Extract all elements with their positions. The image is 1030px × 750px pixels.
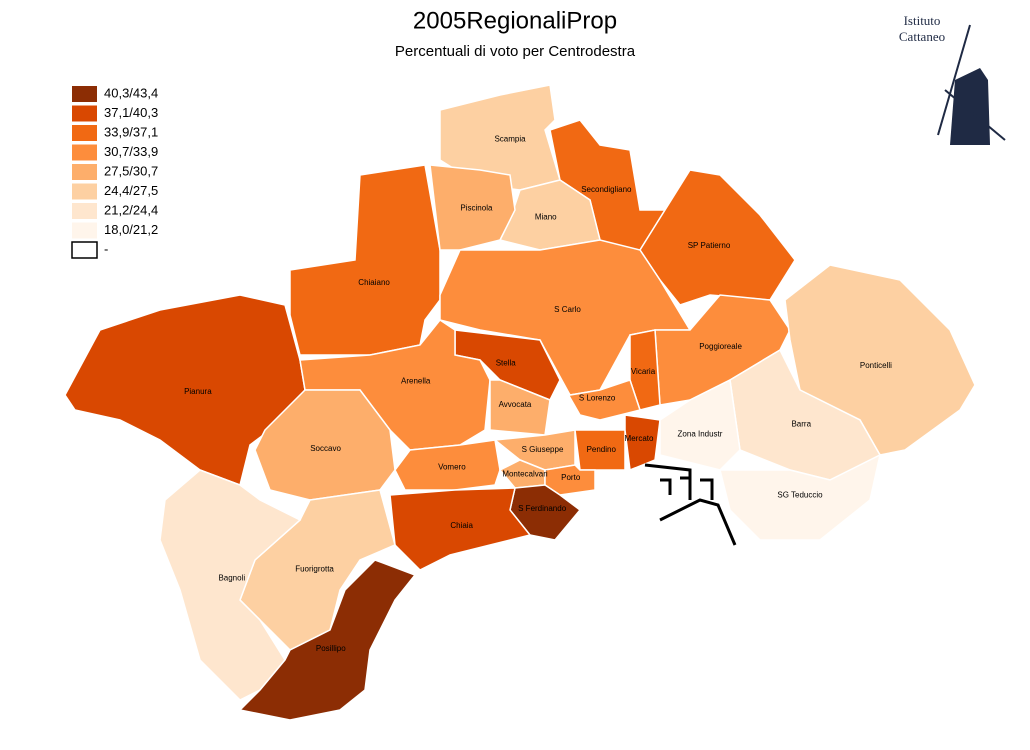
region-label: S Giuseppe bbox=[522, 445, 564, 454]
region-label: Secondigliano bbox=[581, 185, 632, 194]
region-label: Miano bbox=[535, 212, 557, 221]
region-label: Barra bbox=[791, 419, 811, 428]
legend-swatch bbox=[72, 125, 97, 141]
region-label: Zona Industr bbox=[678, 429, 723, 438]
region bbox=[719, 453, 882, 541]
region bbox=[659, 378, 741, 471]
region-label: Poggioreale bbox=[699, 342, 742, 351]
logo-mill bbox=[950, 68, 990, 145]
region-label: Piscinola bbox=[460, 204, 493, 213]
logo-text: Istituto bbox=[904, 13, 941, 28]
logo-blade bbox=[944, 89, 1006, 141]
region-label: Fuorigrotta bbox=[295, 565, 334, 574]
region-label: S Carlo bbox=[554, 305, 581, 314]
region bbox=[389, 487, 532, 571]
legend-label: 18,0/21,2 bbox=[104, 222, 158, 237]
region bbox=[574, 429, 626, 471]
region-label: Pianura bbox=[184, 387, 212, 396]
regions: Pianura Chiaiano Scampia Secondigliano Miano… bbox=[64, 84, 976, 721]
region-label: S Lorenzo bbox=[579, 394, 616, 403]
region bbox=[429, 164, 516, 251]
region-label: Vicaria bbox=[631, 367, 656, 376]
region-label: Arenella bbox=[401, 377, 431, 386]
region bbox=[489, 379, 551, 436]
region-label: SG Teduccio bbox=[777, 491, 823, 500]
legend-label: 37,1/40,3 bbox=[104, 105, 158, 120]
region-label: S Ferdinando bbox=[518, 504, 567, 513]
logo-text: Cattaneo bbox=[899, 29, 945, 44]
logo: Istituto Cattaneo bbox=[899, 13, 1006, 145]
legend-label: 33,9/37,1 bbox=[104, 124, 158, 139]
legend-swatch bbox=[71, 241, 98, 259]
legend: 40,3/43,4 37,1/40,3 33,9/37,1 30,7/33,9 27,5… bbox=[71, 85, 158, 259]
legend-swatch bbox=[72, 105, 97, 122]
legend-label: 27,5/30,7 bbox=[104, 163, 158, 178]
region bbox=[624, 414, 661, 472]
logo-blade bbox=[937, 24, 971, 136]
region-label: Scampia bbox=[494, 135, 526, 144]
legend-label: 30,7/33,9 bbox=[104, 144, 158, 159]
region-label: Ponticelli bbox=[860, 361, 892, 370]
region-label: Vomero bbox=[438, 463, 466, 472]
subtitle: Percentuali di voto per Centrodestra bbox=[395, 43, 636, 60]
region-label: Posillipo bbox=[316, 644, 346, 653]
legend-label: 40,3/43,4 bbox=[104, 85, 158, 100]
legend-swatch bbox=[72, 164, 97, 180]
region bbox=[238, 559, 417, 721]
region-label: Mercato bbox=[625, 434, 654, 443]
region-label: Stella bbox=[496, 359, 517, 368]
region bbox=[159, 469, 302, 701]
region bbox=[254, 389, 396, 501]
region-label: Bagnoli bbox=[218, 573, 245, 582]
region-label: Pendino bbox=[587, 445, 617, 454]
region-label: Avvocata bbox=[499, 400, 532, 409]
legend-swatch bbox=[72, 183, 97, 200]
title: 2005RegionaliProp bbox=[413, 7, 617, 34]
legend-swatch bbox=[72, 144, 97, 161]
legend-label: 24,4/27,5 bbox=[104, 183, 158, 198]
region bbox=[629, 329, 661, 411]
legend-swatch bbox=[72, 203, 97, 219]
region-label: Soccavo bbox=[310, 444, 341, 453]
region bbox=[394, 439, 501, 491]
region bbox=[289, 164, 441, 356]
region-label: Montecalvari bbox=[502, 470, 548, 479]
region bbox=[639, 169, 796, 306]
region-label: Chiaia bbox=[450, 521, 473, 530]
legend-label: - bbox=[104, 241, 108, 256]
region bbox=[784, 264, 976, 456]
legend-swatch bbox=[72, 222, 97, 239]
port-piers bbox=[644, 463, 737, 546]
region-label: Porto bbox=[561, 473, 581, 482]
region-label: SP Patierno bbox=[688, 241, 731, 250]
region bbox=[654, 294, 791, 406]
region bbox=[559, 379, 641, 421]
legend-swatch bbox=[72, 86, 97, 102]
region-label: Chiaiano bbox=[358, 278, 390, 287]
legend-label: 21,2/24,4 bbox=[104, 202, 158, 217]
